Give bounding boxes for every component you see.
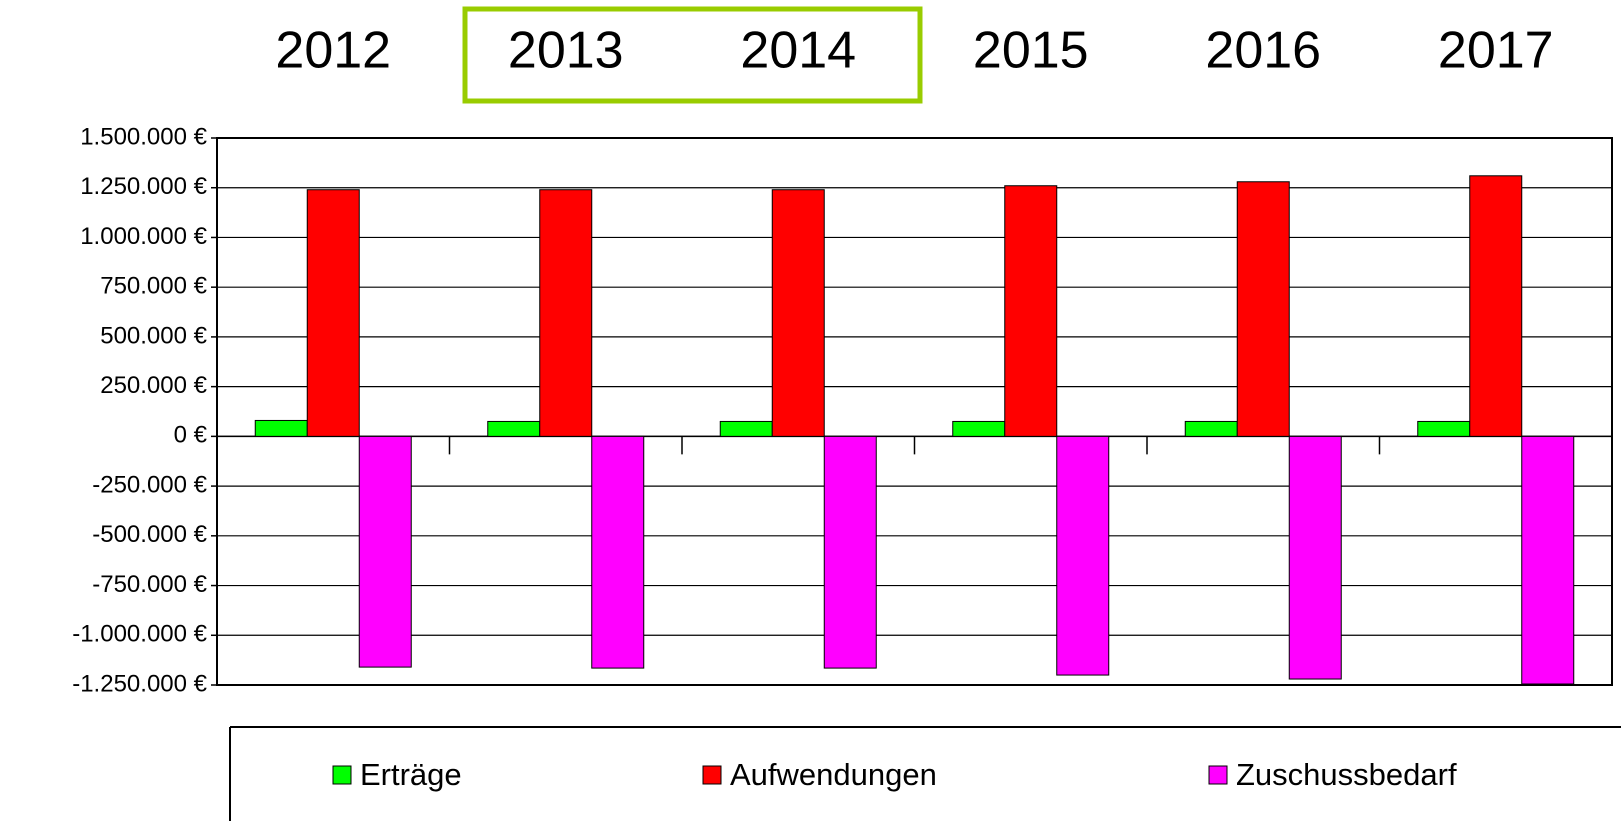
y-tick-label: 1.250.000 € xyxy=(80,173,207,200)
bar xyxy=(358,435,412,668)
bar xyxy=(1056,435,1110,676)
category-label: 2016 xyxy=(1205,22,1321,80)
y-tick-label: -500.000 € xyxy=(92,521,207,548)
y-tick-label: 500.000 € xyxy=(100,322,207,349)
bar xyxy=(1288,435,1342,680)
category-label: 2013 xyxy=(508,22,624,80)
bar xyxy=(1417,420,1471,437)
category-label: 2015 xyxy=(973,22,1089,80)
plot-border xyxy=(216,137,1613,686)
y-tick-label: 750.000 € xyxy=(100,273,207,300)
bar xyxy=(823,435,877,669)
bar xyxy=(591,435,645,669)
bar xyxy=(539,189,593,437)
bar xyxy=(306,189,360,437)
legend-swatch xyxy=(332,765,352,785)
bar xyxy=(771,189,825,437)
y-tick-label: -1.250.000 € xyxy=(72,670,207,697)
legend-label: Zuschussbedarf xyxy=(1236,757,1457,792)
category-label: 2017 xyxy=(1438,22,1554,80)
legend-swatch xyxy=(702,765,722,785)
y-tick-label: -750.000 € xyxy=(92,571,207,598)
y-tick-label: 250.000 € xyxy=(100,372,207,399)
bar xyxy=(1236,181,1290,437)
y-tick-label: 1.000.000 € xyxy=(80,223,207,250)
bar xyxy=(487,420,541,437)
y-tick-label: -250.000 € xyxy=(92,471,207,498)
y-tick-label: -1.000.000 € xyxy=(72,621,207,648)
bar xyxy=(254,419,308,437)
y-tick-label: 1.500.000 € xyxy=(80,123,207,150)
bar xyxy=(1521,435,1575,685)
category-label: 2014 xyxy=(740,22,856,80)
y-tick-label: 0 € xyxy=(174,422,208,449)
category-label: 2012 xyxy=(275,22,391,80)
bar xyxy=(1469,175,1523,437)
bar xyxy=(1184,420,1238,437)
legend-label: Erträge xyxy=(360,757,462,792)
legend-label: Aufwendungen xyxy=(730,757,937,792)
highlight-box xyxy=(462,6,923,104)
bar xyxy=(719,420,773,437)
bar xyxy=(1004,185,1058,437)
legend-swatch xyxy=(1208,765,1228,785)
bar xyxy=(952,420,1006,437)
